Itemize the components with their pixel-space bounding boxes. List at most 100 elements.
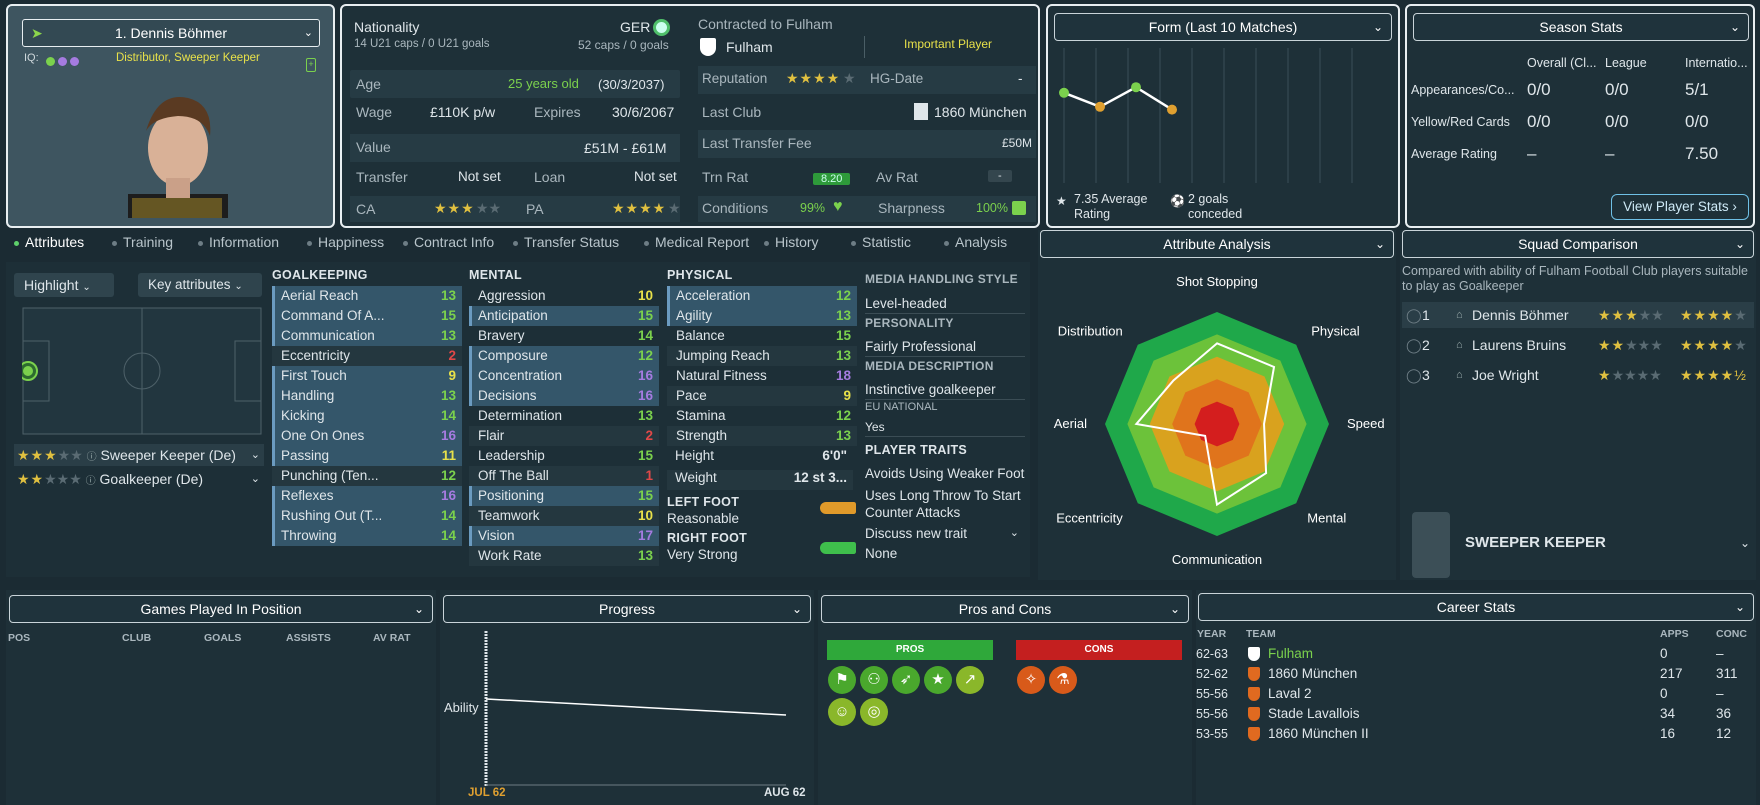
attribute-row: Passing 11 bbox=[272, 446, 462, 466]
attribute-value: 2 bbox=[448, 348, 456, 363]
pros-cons-title: Pros and Cons bbox=[958, 601, 1052, 617]
tab-medical-report[interactable]: Medical Report bbox=[644, 234, 749, 250]
view-player-stats-button[interactable]: View Player Stats › bbox=[1611, 194, 1749, 220]
chevron-down-icon[interactable]: ⌄ bbox=[1740, 536, 1751, 550]
trn-value: 8.20 bbox=[813, 173, 851, 185]
tab-information[interactable]: Information bbox=[198, 234, 279, 250]
form-dropdown[interactable]: Form (Last 10 Matches) ⌄ bbox=[1054, 13, 1392, 41]
career-row[interactable]: 55-56 Stade Lavallois 34 36 bbox=[1196, 704, 1752, 724]
attribute-row: Concentration 16 bbox=[469, 366, 659, 386]
tab-attributes[interactable]: Attributes bbox=[14, 234, 84, 250]
season-stats-dropdown[interactable]: Season Stats ⌄ bbox=[1413, 13, 1749, 41]
career-row[interactable]: 55-56 Laval 2 0 – bbox=[1196, 684, 1752, 704]
attribute-row: Stamina 12 bbox=[667, 406, 857, 426]
club-crest-icon bbox=[700, 38, 716, 56]
attribute-row: Flair 2 bbox=[469, 426, 659, 446]
tab-transfer-status[interactable]: Transfer Status bbox=[513, 234, 619, 250]
chevron-down-icon: ⌄ bbox=[250, 473, 260, 485]
tab-dot-icon bbox=[764, 240, 769, 246]
games-dropdown[interactable]: Games Played In Position ⌄ bbox=[9, 595, 433, 623]
attribute-analysis-dropdown[interactable]: Attribute Analysis ⌄ bbox=[1040, 230, 1394, 258]
attribute-row: Aggression 10 bbox=[469, 286, 659, 306]
stars-filled: ★★★★ bbox=[1680, 337, 1735, 353]
role-row-1[interactable]: ★★★★★ ⓘ Sweeper Keeper (De) ⌄ bbox=[14, 444, 264, 466]
tab-dot-icon bbox=[944, 240, 949, 246]
attribute-value: 1 bbox=[645, 468, 653, 483]
player-name-select[interactable]: ➤ 1. Dennis Böhmer ⌄ bbox=[22, 19, 320, 47]
form-point[interactable] bbox=[1095, 101, 1105, 112]
tab-contract-info[interactable]: Contract Info bbox=[403, 234, 494, 250]
tab-happiness[interactable]: Happiness bbox=[307, 234, 384, 250]
progress-dropdown[interactable]: Progress ⌄ bbox=[443, 595, 811, 623]
value-label: Value bbox=[356, 139, 391, 155]
career-row[interactable]: 53-55 1860 München II 16 12 bbox=[1196, 724, 1752, 744]
stars-empty: ★ bbox=[1734, 307, 1747, 323]
position-pitch bbox=[22, 307, 262, 435]
stars-filled: ★★ bbox=[1598, 337, 1626, 353]
career-row[interactable]: 62-63 Fulham 0 – bbox=[1196, 644, 1752, 664]
analysis-title: Attribute Analysis bbox=[1163, 236, 1271, 252]
stars-filled: ★★★ bbox=[1598, 307, 1639, 323]
attribute-value: 12 bbox=[835, 408, 851, 423]
attribute-row: Decisions 16 bbox=[469, 386, 659, 406]
tab-analysis[interactable]: Analysis bbox=[944, 234, 1007, 250]
ca-label: CA bbox=[356, 201, 376, 217]
loan-label: Loan bbox=[534, 169, 566, 185]
pin-icon: ➤ bbox=[31, 25, 43, 41]
heart-icon: ♥ bbox=[833, 198, 843, 215]
attribute-name: Strength bbox=[676, 428, 728, 443]
value-range: £51M - £61M bbox=[584, 140, 667, 156]
last-club-value[interactable]: 1860 München bbox=[934, 104, 1027, 120]
role-stars: ★★★ bbox=[17, 447, 58, 463]
tab-statistic[interactable]: Statistic bbox=[851, 234, 911, 250]
col-apps: APPS bbox=[1660, 628, 1689, 640]
career-year: 62-63 bbox=[1196, 647, 1228, 661]
squad-row[interactable]: ◯ 1 ⌂ Dennis Böhmer ★★★★★ ★★★★★ bbox=[1402, 302, 1754, 328]
trend-icon: ↗ bbox=[956, 666, 984, 694]
progress-x-start: JUL 62 bbox=[468, 787, 506, 799]
career-row[interactable]: 52-62 1860 München 217 311 bbox=[1196, 664, 1752, 684]
attribute-value: 10 bbox=[637, 508, 653, 523]
key-attributes-dropdown[interactable]: Key attributes ⌄ bbox=[138, 273, 262, 297]
season-row-label: Average Rating bbox=[1411, 147, 1497, 161]
personality-value: Fairly Professional bbox=[865, 339, 1025, 357]
attribute-name: Composure bbox=[478, 348, 548, 363]
pros-cons-dropdown[interactable]: Pros and Cons ⌄ bbox=[821, 595, 1189, 623]
attribute-name: First Touch bbox=[281, 368, 347, 383]
squad-row[interactable]: ◯ 2 ⌂ Laurens Bruins ★★★★★ ★★★★★ bbox=[1402, 332, 1754, 358]
form-point[interactable] bbox=[1131, 82, 1141, 93]
attribute-name: Bravery bbox=[478, 328, 525, 343]
squad-row[interactable]: ◯ 3 ⌂ Joe Wright ★★★★★ ★★★★½ bbox=[1402, 362, 1754, 388]
iq-dots bbox=[46, 54, 79, 69]
attribute-value: 2 bbox=[645, 428, 653, 443]
attribute-name: Acceleration bbox=[676, 288, 751, 303]
discuss-trait-dropdown[interactable]: Discuss new trait ⌄ bbox=[865, 526, 1025, 541]
role-row-2[interactable]: ★★★★★ ⓘ Goalkeeper (De) ⌄ bbox=[14, 468, 264, 490]
col-av-rat: AV RAT bbox=[373, 632, 411, 644]
form-line bbox=[1063, 85, 1173, 111]
attribute-row: Acceleration 12 bbox=[667, 286, 857, 306]
fee-row: Last Transfer Fee £50M bbox=[698, 130, 1036, 158]
current-ability-stars: ★★★★★ bbox=[1598, 332, 1663, 358]
career-stats-dropdown[interactable]: Career Stats ⌄ bbox=[1198, 593, 1754, 621]
col-league: League bbox=[1605, 56, 1647, 70]
info-icon: ⓘ bbox=[86, 452, 97, 463]
form-point[interactable] bbox=[1167, 104, 1177, 115]
squad-comparison-dropdown[interactable]: Squad Comparison ⌄ bbox=[1402, 230, 1754, 258]
squad-description: Compared with ability of Fulham Football… bbox=[1402, 264, 1748, 293]
form-title: Form (Last 10 Matches) bbox=[1148, 19, 1298, 35]
attribute-row: Agility 13 bbox=[667, 306, 857, 326]
nation-code: GER bbox=[620, 19, 651, 35]
ball-icon: ⚽ bbox=[1170, 194, 1185, 208]
tab-training[interactable]: Training bbox=[112, 234, 173, 250]
attribute-row: One On Ones 16 bbox=[272, 426, 462, 446]
attribute-value: 9 bbox=[448, 368, 456, 383]
highlight-dropdown[interactable]: Highlight ⌄ bbox=[14, 273, 114, 297]
flag-icon: ⚑ bbox=[828, 666, 856, 694]
attribute-name: Punching (Ten... bbox=[281, 468, 379, 483]
attribute-name: Concentration bbox=[478, 368, 563, 383]
tab-history[interactable]: History bbox=[764, 234, 819, 250]
form-point[interactable] bbox=[1059, 87, 1069, 98]
left-foot-icon bbox=[820, 502, 856, 514]
club-name[interactable]: Fulham bbox=[726, 39, 773, 55]
